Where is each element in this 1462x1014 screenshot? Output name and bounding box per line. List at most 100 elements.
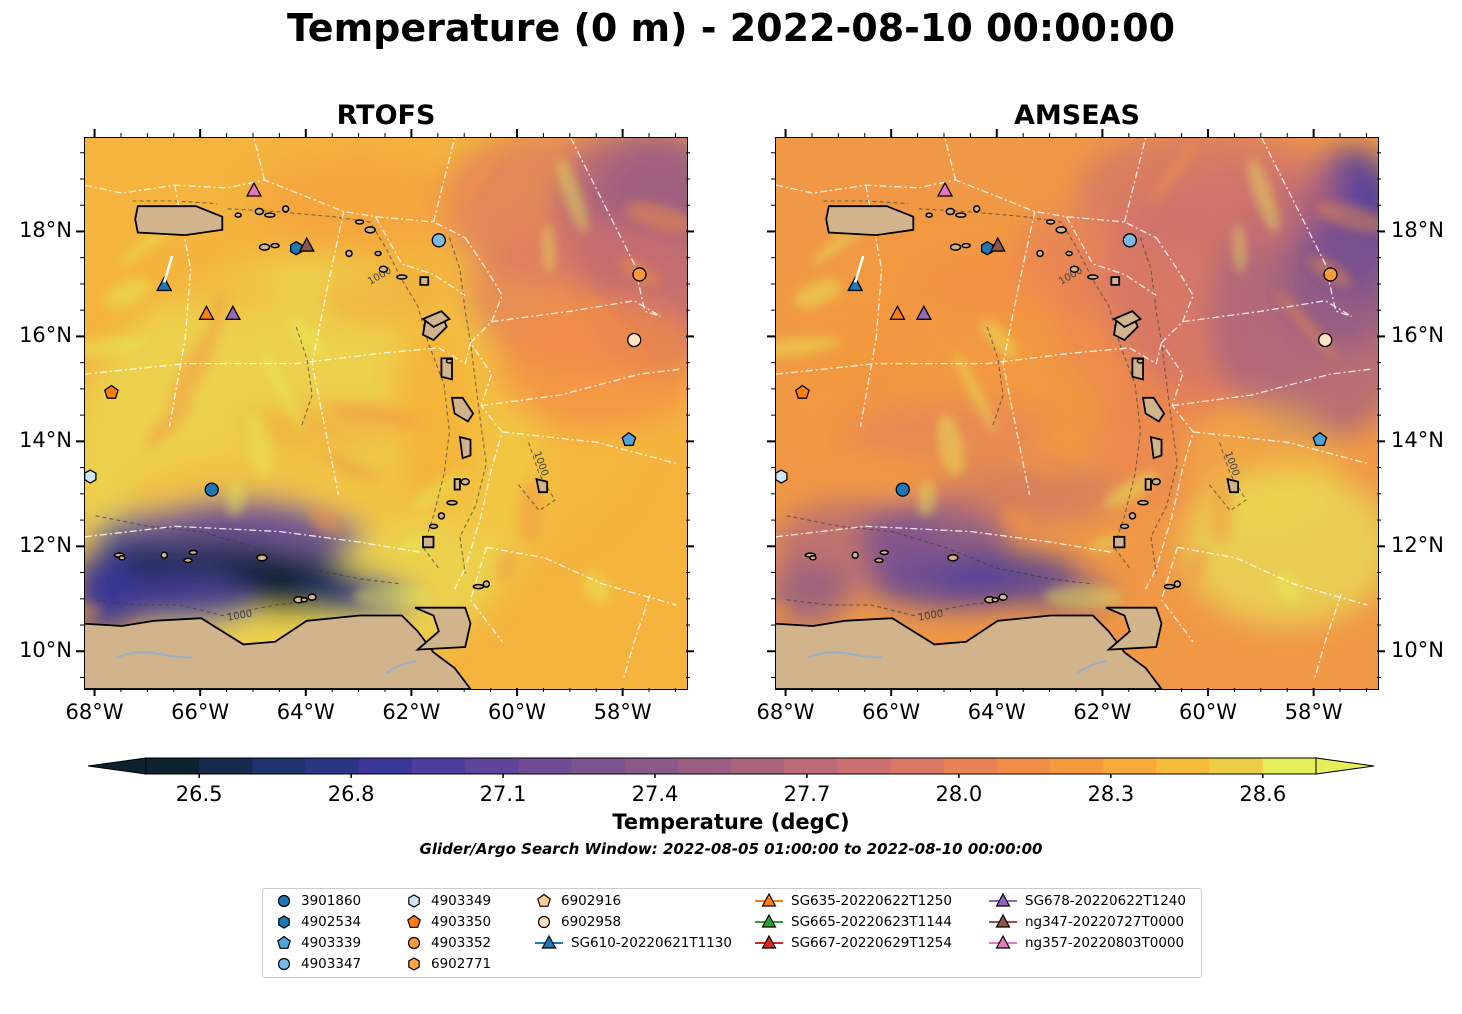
legend-item-label: 6902958 (561, 914, 622, 930)
observation-marker-ng357-20220803T0000[interactable] (936, 181, 954, 197)
legend-item: ng357-20220803T0000 (989, 933, 1184, 953)
legend-item-label: 6902771 (431, 956, 492, 972)
x-tick-label: 60°W (488, 700, 547, 724)
observation-marker-4903352[interactable] (632, 267, 647, 282)
legend-item-label: SG610-20220621T1130 (571, 935, 732, 951)
observation-marker-ng347-20220727T0000[interactable] (989, 236, 1006, 252)
legend-item-label: SG635-20220622T1250 (791, 893, 952, 909)
legend-item-label: SG678-20220622T1240 (1025, 893, 1186, 909)
legend-item: 4902534 (275, 912, 361, 932)
contour-label: 1000 (226, 608, 253, 623)
observation-marker-4903349[interactable] (776, 469, 788, 484)
legend-item: 6902771 (405, 954, 491, 974)
observation-marker-SG610-20220621T1130[interactable] (156, 276, 173, 292)
colorbar (87, 757, 1375, 778)
pentagon-marker-icon (407, 914, 421, 928)
legend-item-label: SG667-20220629T1254 (791, 935, 952, 951)
legend-item: 6902916 (535, 891, 621, 911)
colorbar-segment (1156, 758, 1211, 774)
triangle-marker-icon (989, 934, 1017, 949)
x-tick-label: 64°W (967, 700, 1026, 724)
observation-marker-SG635-20220622T1250[interactable] (889, 304, 906, 320)
observation-marker-SG678-20220622T1240[interactable] (224, 304, 241, 320)
colorbar-segment (943, 758, 998, 774)
observation-marker-ng357-20220803T0000[interactable] (245, 181, 263, 197)
hexagon-marker-icon (408, 957, 420, 971)
legend-item: 4903349 (405, 891, 491, 911)
x-tick-label: 58°W (593, 700, 652, 724)
observation-marker-4902534[interactable] (980, 240, 994, 256)
colorbar-tick-label: 27.1 (479, 782, 527, 806)
observation-marker-4903349[interactable] (85, 469, 97, 484)
observation-marker-ng347-20220727T0000[interactable] (298, 236, 315, 252)
y-tick-label: 18°N (19, 218, 72, 243)
colorbar-tick-label: 28.6 (1239, 782, 1287, 806)
panel-title-amseas: AMSEAS (1014, 100, 1140, 131)
y-tick-label: 10°N (19, 638, 72, 663)
colorbar-tick-label: 26.5 (175, 782, 223, 806)
observation-marker-SG610-20220621T1130[interactable] (847, 276, 864, 292)
colorbar-segment (358, 758, 413, 774)
observation-marker-4903347[interactable] (1122, 233, 1137, 248)
colorbar-segment (571, 758, 626, 774)
triangle-marker-icon (989, 892, 1017, 907)
observation-marker-4903339[interactable] (621, 431, 637, 447)
colorbar-segment (465, 758, 519, 774)
observation-marker-6902958[interactable] (627, 332, 642, 348)
hexagon-marker-icon (408, 894, 420, 908)
circle-marker-icon (407, 936, 421, 950)
colorbar-segment (518, 758, 573, 774)
x-tick-label: 62°W (1073, 700, 1132, 724)
observation-marker-4903339[interactable] (1312, 431, 1328, 447)
observation-marker-4903350[interactable] (794, 384, 810, 399)
x-tick-label: 68°W (756, 700, 815, 724)
observation-marker-SG678-20220622T1240[interactable] (915, 304, 932, 320)
search-window-text: Glider/Argo Search Window: 2022-08-05 01… (419, 840, 1043, 858)
observation-marker-6902958[interactable] (1318, 332, 1333, 348)
observation-marker-3901860[interactable] (895, 482, 910, 497)
legend-item-label: 4903349 (431, 893, 492, 909)
colorbar-segment (199, 758, 253, 774)
y-tick-label: 16°N (1391, 323, 1444, 348)
colorbar-segment (411, 758, 466, 774)
colorbar-segment (146, 758, 200, 774)
legend-item: SG678-20220622T1240 (989, 891, 1186, 911)
observation-marker-4902534[interactable] (289, 240, 303, 256)
legend-item: 4903339 (275, 933, 361, 953)
observation-marker-3901860[interactable] (204, 482, 219, 497)
legend-item-label: 4903339 (301, 935, 362, 951)
legend-item: 4903352 (405, 933, 491, 953)
y-tick-label: 12°N (19, 533, 72, 558)
colorbar-tick-label: 26.8 (327, 782, 375, 806)
legend-item: 4903350 (405, 912, 491, 932)
hexagon-marker-icon (278, 915, 290, 929)
observation-marker-4903352[interactable] (1323, 267, 1338, 282)
colorbar-tick-label: 27.7 (783, 782, 831, 806)
colorbar-segment (837, 758, 892, 774)
circle-marker-icon (537, 915, 551, 929)
observation-marker-SG635-20220622T1250[interactable] (198, 304, 215, 320)
observation-marker-4903347[interactable] (431, 233, 446, 248)
observation-marker-4903350[interactable] (103, 384, 119, 399)
x-tick-label: 64°W (276, 700, 335, 724)
triangle-marker-icon (755, 913, 783, 928)
map-panel-rtofs[interactable]: 1000 1000 1000 (84, 137, 688, 690)
legend-item-label: 4902534 (301, 914, 362, 930)
panel-title-rtofs: RTOFS (336, 100, 436, 131)
colorbar-segment (1050, 758, 1104, 774)
legend-item-label: 4903352 (431, 935, 492, 951)
y-tick-label: 16°N (19, 323, 72, 348)
circle-marker-icon (277, 957, 291, 971)
colorbar-segment (1103, 758, 1158, 774)
map-panel-amseas[interactable]: 1000 1000 1000 (775, 137, 1379, 690)
colorbar-segment (624, 758, 679, 774)
legend-item-label: 4903347 (301, 956, 362, 972)
pentagon-marker-icon (277, 935, 291, 949)
colorbar-segment (1262, 758, 1317, 774)
y-tick-label: 10°N (1391, 638, 1444, 663)
colorbar-segment (252, 758, 307, 774)
colorbar-segment (996, 758, 1051, 774)
legend-item: SG665-20220623T1144 (755, 912, 952, 932)
